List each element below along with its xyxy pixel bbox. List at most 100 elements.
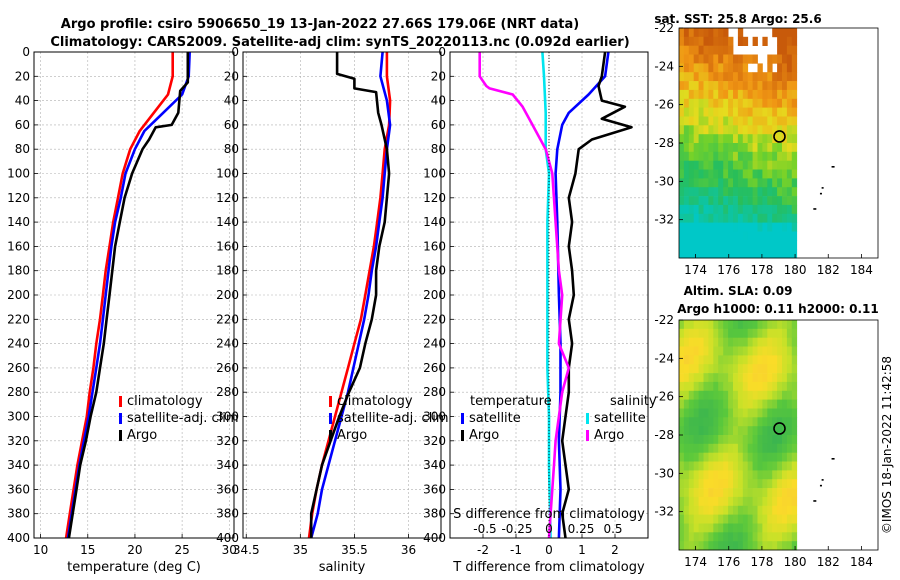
series-line-s-satellite [541,51,552,539]
map-cell [723,178,729,188]
map-cell [786,125,793,135]
map-cell [708,399,714,409]
map-cell [777,346,783,356]
map-cell [728,169,734,179]
map-cell [733,187,739,197]
map-cell [742,36,749,46]
map-cell [679,417,685,427]
map-cell [757,373,763,383]
map-cell [688,408,695,418]
map-cell [782,470,788,480]
map-cell [782,204,788,215]
map-cell [693,408,699,418]
map-cell [747,417,753,427]
map-cell [728,390,734,400]
map-cell [703,426,709,436]
map-cell [786,381,793,392]
map-cell [762,328,768,338]
map-cell [742,72,749,82]
map-cell [698,346,704,356]
map-cell [782,231,788,241]
map-cell [752,178,758,188]
map-cell [718,81,724,91]
map-cell [703,169,709,179]
map-cell [733,541,739,551]
map-cell [688,443,695,453]
map-cell [718,479,724,489]
depth-tick-label: 400 [7,531,30,545]
map-cell [683,523,690,533]
series-line-t-satellite [554,51,610,539]
map-cell [786,196,793,206]
map-cell [728,45,734,55]
map-cell [688,399,695,409]
map-cell [782,514,788,524]
depth-tick-label: 220 [423,312,446,326]
x-axis-label: temperature (deg C) [67,560,201,575]
map-cell [762,417,768,427]
map-cell [718,178,724,188]
map-cell [782,381,788,392]
depth-tick-label: 140 [216,215,239,229]
map-cell [767,125,773,135]
map-cell [718,435,724,445]
map-cell [728,160,734,170]
map-cell [777,470,783,480]
map-cell [708,169,714,179]
map-cell [723,134,729,144]
map-cell [679,72,685,82]
map-cell [757,346,763,356]
map-cell [723,72,729,82]
map-cell [723,116,729,126]
map-cell [767,541,773,551]
map-cell [791,452,798,462]
map-cell [698,54,704,64]
map-cell [777,364,783,374]
map-cell [713,187,719,197]
map-cell [767,452,773,462]
map-cell [723,541,729,551]
map-cell [728,204,734,215]
map-cell [679,364,685,374]
map-cell [752,249,758,259]
depth-tick-label: 60 [15,118,30,132]
map-cell [728,89,734,100]
island-mark [821,187,824,189]
map-cell [786,408,793,418]
map-cell [723,523,729,533]
depth-tick-label: 160 [423,239,446,253]
map-cell [693,160,699,170]
map-cell [791,36,798,46]
map-cell [713,204,719,215]
map-cell [733,346,739,356]
map-cell [703,443,709,453]
map-cell [782,346,788,356]
map-cell [698,381,704,392]
map-cell [737,187,744,197]
map-cell [762,81,768,91]
legend-label: climatology [337,394,413,409]
map-cell [767,479,773,489]
map-cell [679,107,685,117]
map-cell [757,151,763,161]
map-x-tick-label: 182 [817,263,840,277]
x-axis-label: salinity [319,560,366,575]
map-cell [767,514,773,524]
map-cell [777,151,783,161]
map-cell [713,479,719,489]
map-cell [772,240,778,250]
map-cell [767,461,773,471]
map-cell [767,408,773,418]
map-cell [757,514,763,524]
map-cell [713,72,719,82]
map-cell [791,523,798,533]
map-cell [737,116,744,126]
map-cell [762,399,768,409]
map-cell [767,364,773,374]
map-cell [757,417,763,427]
x-tick-label: 36 [401,543,416,557]
map-cell [772,187,778,197]
map-cell [733,479,739,489]
map-cell [708,98,714,108]
map-cell [703,36,709,46]
